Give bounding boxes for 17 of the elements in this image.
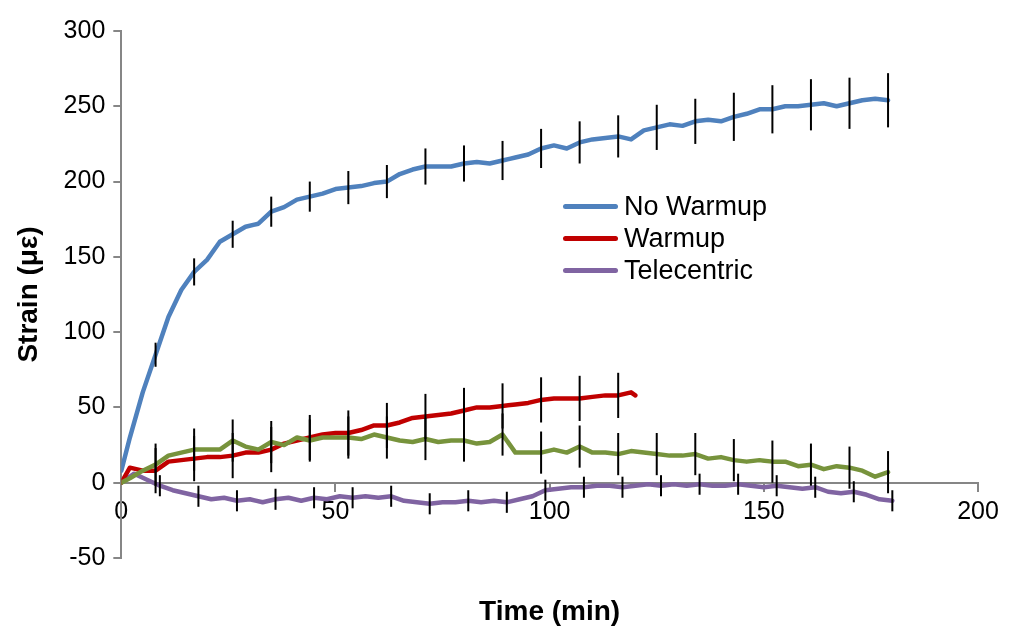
y-tick-label: -50 — [69, 541, 106, 570]
y-tick-label: 150 — [63, 240, 106, 269]
x-axis-title: Time (min) — [479, 594, 621, 626]
y-tick-label: 200 — [63, 165, 106, 194]
y-tick-label: 0 — [91, 466, 106, 495]
y-tick-label: 50 — [77, 391, 106, 420]
x-tick-label: 150 — [742, 495, 785, 524]
y-tick-label: 100 — [63, 316, 106, 345]
x-tick-label: 100 — [528, 495, 571, 524]
legend-label: Telecentric — [624, 254, 754, 286]
legend-label: Warmup — [624, 222, 726, 254]
legend-label: No Warmup — [624, 190, 768, 222]
y-tick-label: 300 — [63, 14, 106, 43]
x-tick-label: 200 — [957, 495, 999, 524]
y-tick-label: 250 — [63, 90, 106, 119]
x-tick-label: 50 — [321, 495, 350, 524]
y-axis-title: Strain (με) — [11, 226, 43, 363]
